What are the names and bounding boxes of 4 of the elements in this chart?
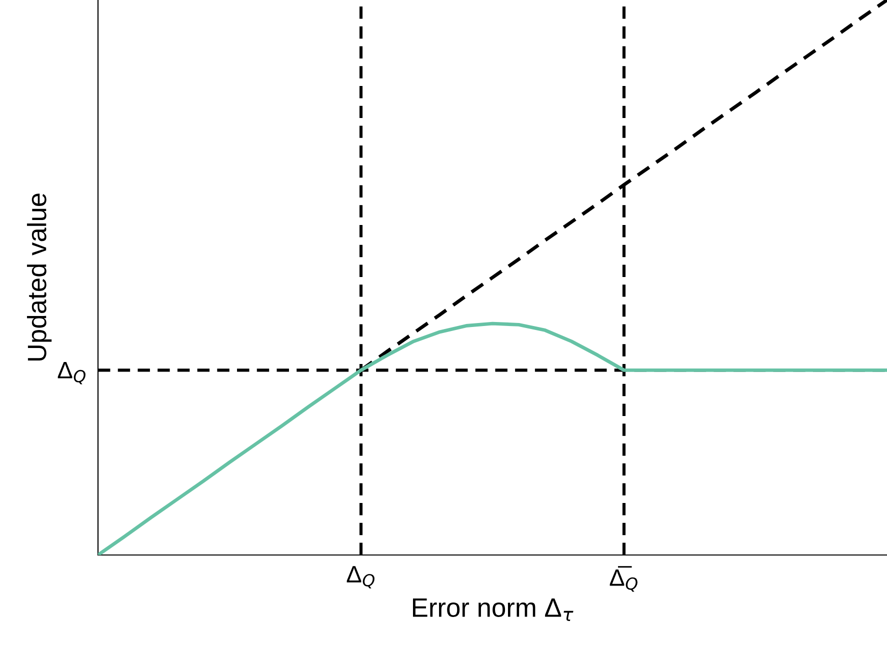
ref-line-label: Δ$_{Q}$	[58, 362, 86, 384]
x-axis-title: Error norm Δ$_{τ}$	[412, 598, 574, 622]
y-axis-title: Updated value	[26, 194, 52, 361]
x-tick-label: Δ̅$_{Q}$	[610, 566, 638, 592]
